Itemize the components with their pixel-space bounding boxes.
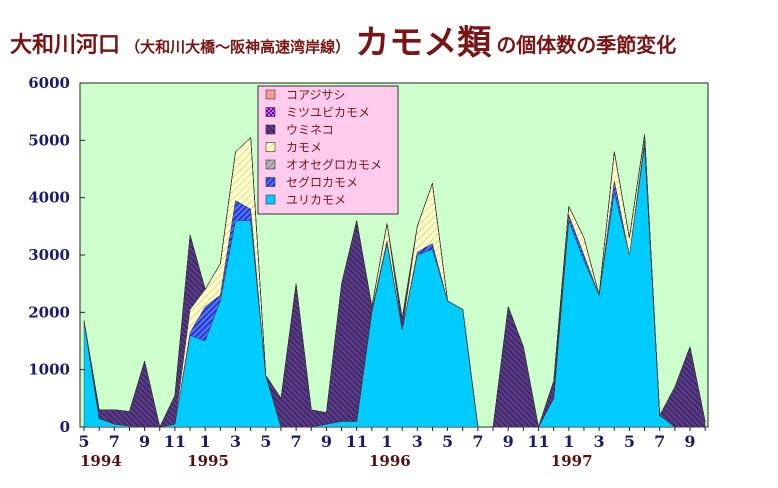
- chart-title: 大和川河口 （大和川大橋～阪神高速湾岸線） カモメ類 の個体数の季節変化: [10, 23, 676, 63]
- title-sub: （大和川大橋～阪神高速湾岸線）: [125, 38, 350, 56]
- legend-label: オオセグロカモメ: [286, 158, 382, 172]
- title-emph: カモメ類: [355, 23, 492, 63]
- legend-swatch: [265, 194, 276, 205]
- legend-box: [257, 85, 399, 215]
- year-label: 1995: [187, 452, 229, 470]
- y-tick-label: 1000: [28, 361, 70, 379]
- y-tick-label: 4000: [28, 189, 70, 207]
- y-tick-label: 6000: [28, 74, 70, 92]
- x-tick-label: 3: [594, 432, 605, 451]
- legend-swatch: [265, 177, 276, 187]
- x-tick-label: 7: [472, 432, 483, 451]
- legend-label: コアジサシ: [286, 88, 346, 102]
- y-tick-label: 5000: [28, 131, 70, 149]
- legend-label: カモメ: [286, 141, 322, 155]
- y-tick-label: 2000: [28, 303, 70, 321]
- x-tick-label: 9: [503, 432, 514, 451]
- area-series-6: [83, 134, 706, 428]
- x-tick-label: 5: [78, 432, 89, 451]
- year-label: 1996: [369, 452, 411, 470]
- x-tick-label: 9: [684, 432, 695, 451]
- x-tick-label: 7: [291, 432, 302, 451]
- x-tick-label: 11: [346, 432, 368, 451]
- x-tick-label: 7: [109, 432, 120, 451]
- legend-label: セグロカモメ: [286, 176, 358, 190]
- x-tick-label: 3: [230, 432, 241, 451]
- area-series-group: [83, 134, 706, 428]
- legend-swatch: [265, 89, 276, 100]
- legend-swatch: [265, 107, 276, 117]
- legend-swatch: [265, 159, 276, 170]
- legend-label: ミツユビカモメ: [286, 106, 370, 120]
- x-tick-label: 3: [412, 432, 423, 451]
- x-tick-label: 11: [527, 432, 549, 451]
- legend-label: ウミネコ: [286, 123, 334, 137]
- x-tick-label: 9: [139, 432, 150, 451]
- x-tick-label: 1: [563, 432, 574, 451]
- x-tick-label: 5: [624, 432, 635, 451]
- year-label: 1994: [80, 452, 122, 470]
- x-tick-label: 7: [654, 432, 665, 451]
- x-tick-label: 9: [321, 432, 332, 451]
- legend-swatch: [265, 124, 276, 135]
- title-main: 大和川河口: [10, 33, 120, 58]
- x-tick-label: 1: [381, 432, 392, 451]
- y-tick-label: 3000: [28, 246, 70, 264]
- title-tail: の個体数の季節変化: [496, 33, 676, 57]
- y-tick-label: 0: [60, 418, 70, 436]
- x-tick-label: 5: [442, 432, 453, 451]
- x-tick-label: 5: [260, 432, 271, 451]
- y-axis: 0 1000 2000 3000 4000 5000 6000: [28, 74, 85, 436]
- legend-label: ユリカモメ: [286, 193, 346, 207]
- year-label: 1997: [551, 452, 593, 470]
- legend-swatch: [265, 142, 276, 152]
- x-tick-label: 1: [200, 432, 211, 451]
- x-tick-label: 11: [164, 432, 186, 451]
